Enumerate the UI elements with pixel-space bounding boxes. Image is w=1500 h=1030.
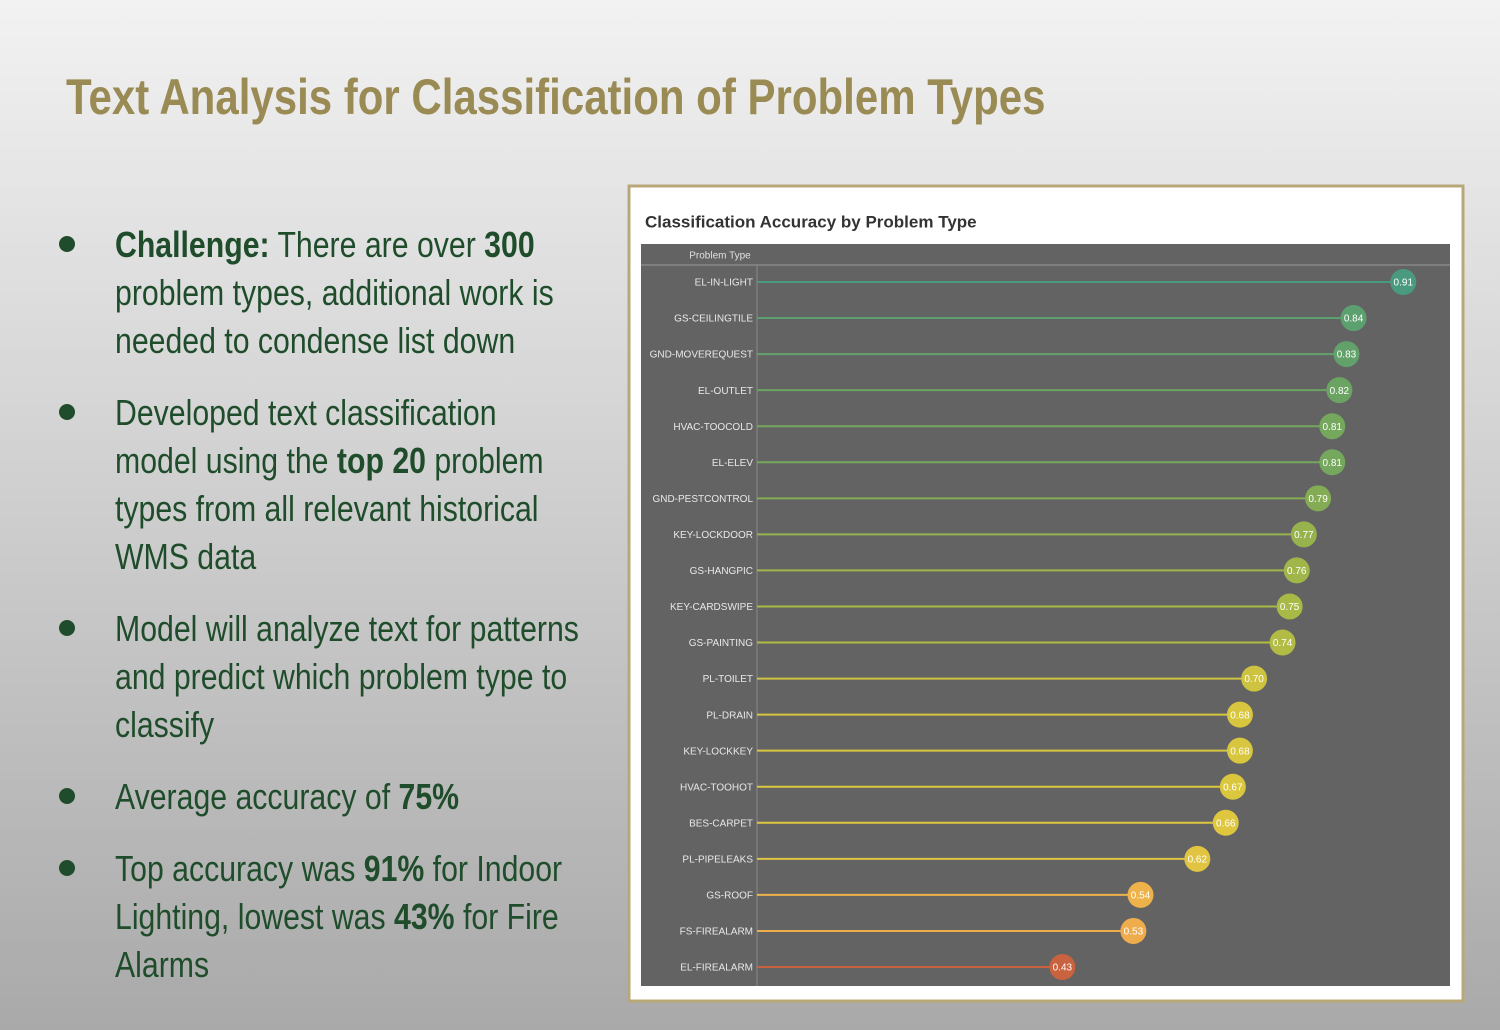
text-run: 43% [394,896,455,937]
plot-area [641,244,1450,986]
dot [1219,773,1246,800]
text-run: Average accuracy of [115,776,399,817]
text-run: 300 [484,224,535,265]
dot [1127,881,1154,908]
text-run: for Indoor Lighting, lowest was [115,848,563,937]
category-label: EL-FIREALARM [680,963,753,974]
value-label: 0.54 [1131,891,1151,902]
text-run: 91% [363,848,425,889]
value-label: 0.75 [1280,602,1300,613]
dot [1226,701,1253,728]
dot [1269,629,1296,656]
dot [1276,593,1303,620]
text-run: Challenge: [115,224,270,265]
category-label: EL-IN-LIGHT [695,278,753,289]
dot [1319,413,1346,440]
value-label: 0.68 [1230,710,1250,721]
bullet-text: Developed text classification model usin… [115,389,585,581]
value-label: 0.62 [1188,854,1208,865]
bullet-text: Challenge: There are over 300 problem ty… [115,221,585,365]
text-run: 75% [398,776,460,817]
value-label: 0.70 [1244,674,1264,685]
value-label: 0.66 [1216,818,1236,829]
value-label: 0.91 [1394,278,1414,289]
bullet: Average accuracy of 75% [55,773,655,821]
value-label: 0.83 [1337,350,1357,361]
category-label: FS-FIREALARM [680,927,753,938]
category-label: HVAC-TOOCOLD [673,422,753,433]
dot [1340,305,1367,332]
text-run: for Fire Alarms [115,896,559,985]
value-label: 0.76 [1287,566,1307,577]
category-label: PL-DRAIN [706,710,753,721]
text-run: top 20 [336,440,426,481]
category-label: KEY-LOCKKEY [683,746,753,757]
dot [1212,809,1239,836]
bullet: Challenge: There are over 300 problem ty… [55,221,655,365]
bullet-dot [59,620,75,636]
category-label: BES-CARPET [689,818,753,829]
value-label: 0.67 [1223,782,1243,793]
category-label: GND-PESTCONTROL [652,494,753,505]
value-label: 0.82 [1330,386,1350,397]
text-run: Top accuracy was [115,848,364,889]
value-label: 0.74 [1273,638,1293,649]
bullet: Top accuracy was 91% for Indoor Lighting… [55,845,655,989]
category-label: GS-ROOF [706,891,753,902]
value-label: 0.79 [1308,494,1328,505]
category-label: GS-PAINTING [689,638,753,649]
dot [1120,917,1147,944]
dot [1326,377,1353,404]
value-label: 0.53 [1124,927,1144,938]
category-label: PL-TOILET [703,674,753,685]
dot [1049,954,1076,980]
text-run: Model will analyze text for patterns and… [115,608,579,745]
bullet: Developed text classification model usin… [55,389,655,581]
dot [1333,341,1360,368]
value-label: 0.84 [1344,314,1364,325]
dot [1390,269,1417,295]
category-label: GS-CEILINGTILE [674,314,753,325]
dot [1226,737,1253,764]
value-label: 0.68 [1230,746,1250,757]
bullet: Model will analyze text for patterns and… [55,605,655,749]
bullet-dot [59,860,75,876]
value-label: 0.81 [1323,458,1343,469]
bullet-text: Model will analyze text for patterns and… [115,605,585,749]
value-label: 0.77 [1294,530,1314,541]
dot [1184,845,1211,872]
category-label: KEY-LOCKDOOR [673,530,753,541]
dot [1241,665,1268,692]
category-label: HVAC-TOOHOT [680,782,753,793]
category-label: EL-OUTLET [698,386,753,397]
bullet-text: Average accuracy of 75% [115,773,585,821]
slide-title: Text Analysis for Classification of Prob… [66,69,1046,125]
bullet-list: Challenge: There are over 300 problem ty… [55,221,655,1013]
bullet-dot [59,236,75,252]
text-run: There are over [269,224,485,265]
value-label: 0.81 [1323,422,1343,433]
dot [1305,485,1332,512]
dot [1319,449,1346,476]
chart-title: Classification Accuracy by Problem Type [645,212,977,231]
category-label: GS-HANGPIC [690,566,753,577]
text-run: problem types from all relevant historic… [115,440,544,577]
category-label: KEY-CARDSWIPE [670,602,753,613]
category-label: EL-ELEV [712,458,753,469]
bullet-text: Top accuracy was 91% for Indoor Lighting… [115,845,585,989]
value-label: 0.43 [1053,963,1073,974]
dot [1290,521,1317,548]
bullet-dot [59,404,75,420]
category-header: Problem Type [689,251,751,262]
category-label: PL-PIPELEAKS [682,854,753,865]
text-run: Developed text classification model usin… [115,392,497,481]
category-label: GND-MOVEREQUEST [650,350,753,361]
text-run: problem types, additional work is needed… [115,272,554,361]
dot [1283,557,1310,584]
bullet-dot [59,788,75,804]
